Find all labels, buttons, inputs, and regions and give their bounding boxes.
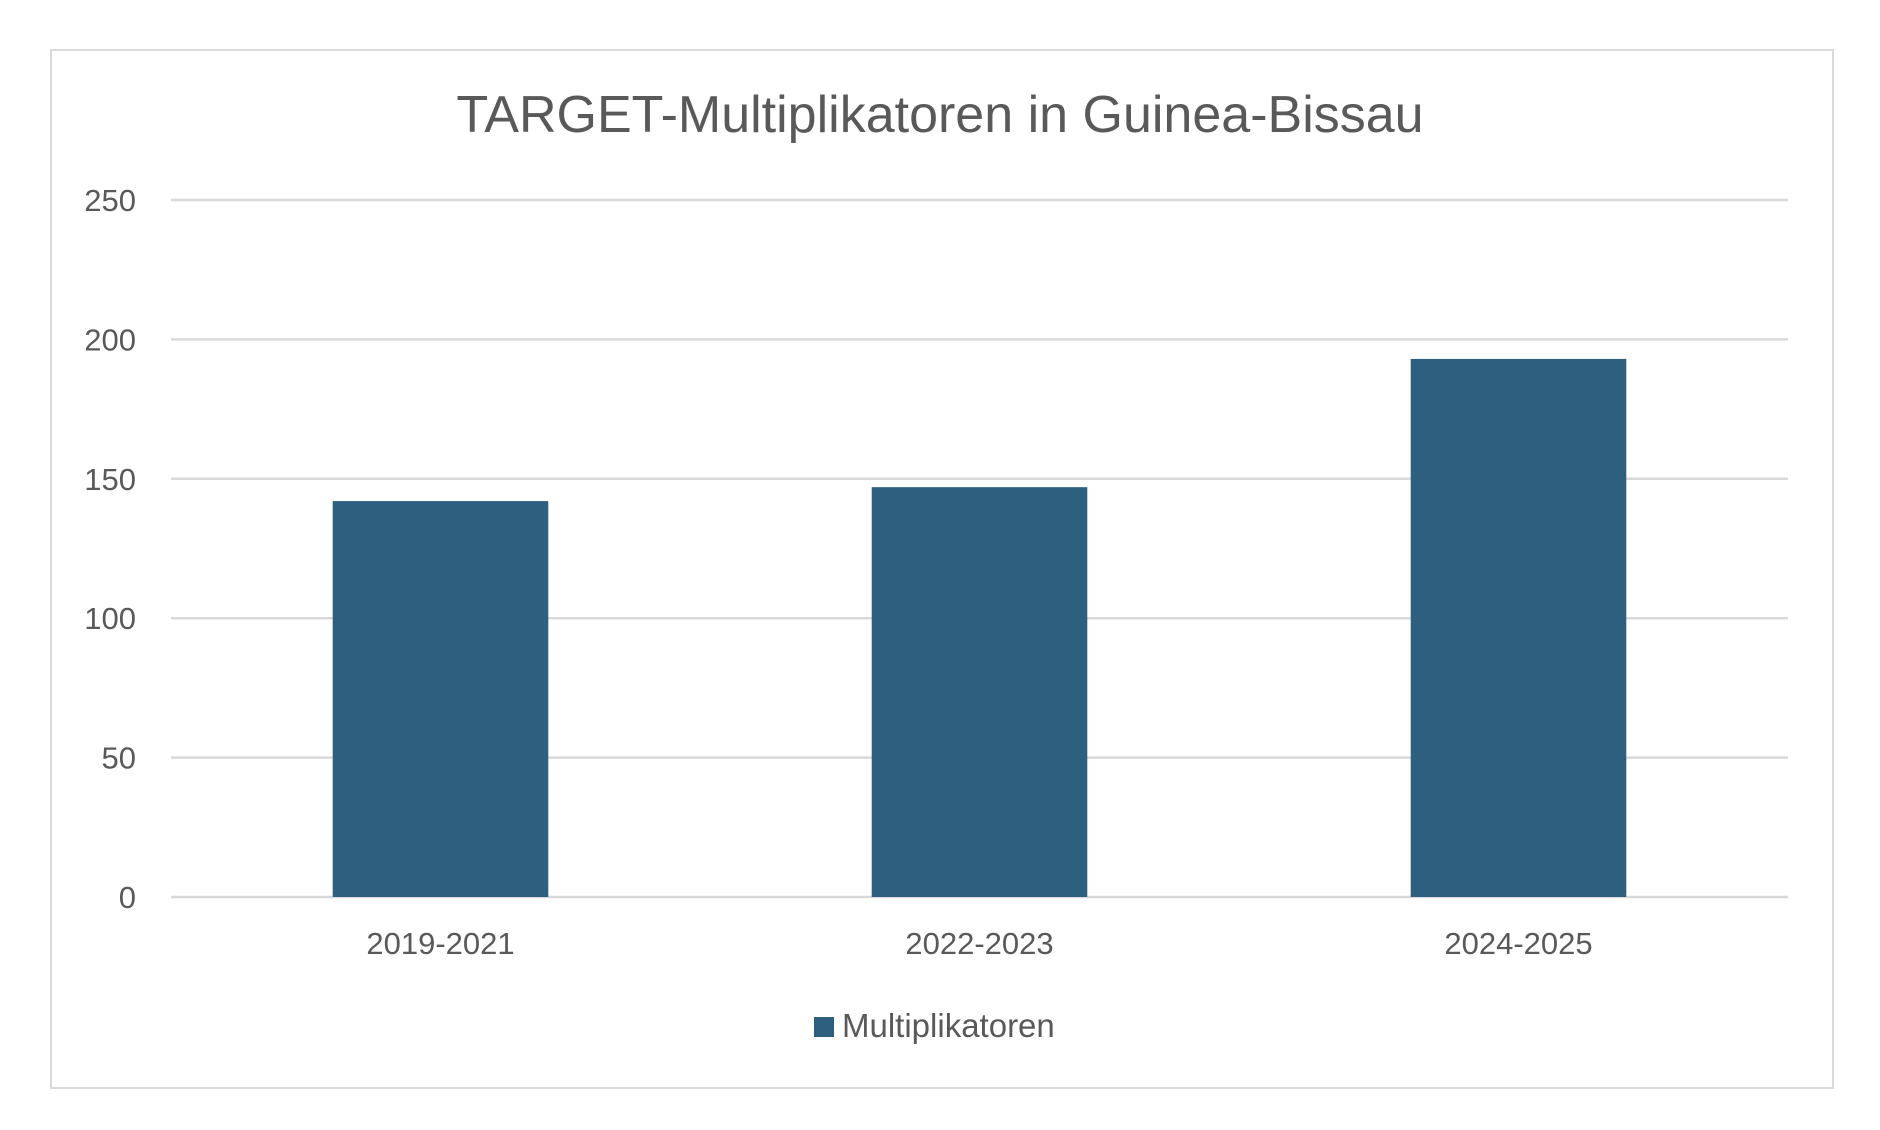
bar-2019-2021 <box>332 501 549 897</box>
x-tick-label: 2022-2023 <box>905 926 1053 961</box>
chart-title: TARGET-Multiplikatoren in Guinea-Bissau <box>456 86 1423 144</box>
y-tick-label: 150 <box>84 462 136 497</box>
bar-2022-2023 <box>871 487 1088 897</box>
bar-2024-2025 <box>1410 358 1627 897</box>
y-tick-label: 100 <box>84 601 136 636</box>
y-tick-label: 200 <box>84 322 136 357</box>
bars <box>332 358 1627 897</box>
y-tick-label: 50 <box>102 741 136 776</box>
legend-swatch <box>814 1017 834 1037</box>
x-tick-label: 2024-2025 <box>1444 926 1592 961</box>
x-axis-ticks: 2019-2021 2022-2023 2024-2025 <box>366 926 1592 961</box>
x-tick-label: 2019-2021 <box>366 926 514 961</box>
legend: Multiplikatoren <box>814 1007 1055 1044</box>
y-tick-label: 0 <box>119 880 136 915</box>
y-tick-label: 250 <box>84 183 136 218</box>
y-axis-ticks: 0 50 100 150 200 250 <box>84 183 136 915</box>
legend-label: Multiplikatoren <box>842 1007 1055 1044</box>
